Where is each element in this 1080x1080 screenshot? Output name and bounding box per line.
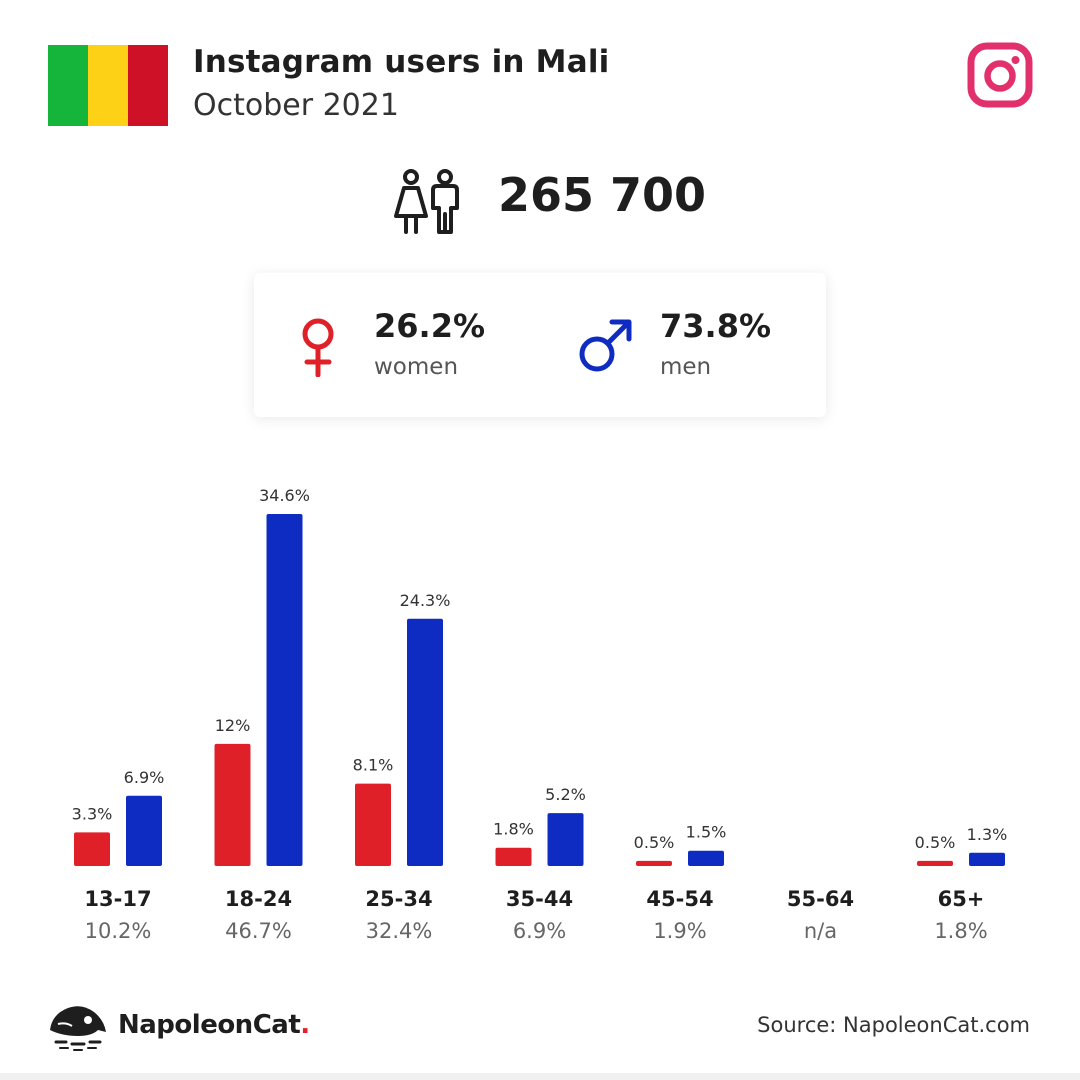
female-icon [302, 318, 334, 377]
bar-label-25-34-series-0: 8.1% [353, 756, 394, 775]
bar-35-44-series-1 [547, 813, 584, 866]
category-label-18-24: 18-24 [225, 887, 292, 911]
source-text: Source: NapoleonCat.com [757, 1013, 1030, 1037]
flag-stripe-red [128, 45, 168, 126]
women-label: women [374, 354, 459, 380]
bar-45-54-series-1 [688, 850, 724, 866]
bar-label-45-54-series-0: 0.5% [634, 833, 675, 852]
category-label-45-54: 45-54 [646, 887, 713, 911]
napoleoncat-logo [50, 1006, 106, 1051]
brand-name-text: NapoleonCat [118, 1010, 301, 1040]
category-total-25-34: 32.4% [366, 919, 433, 943]
category-total-55-64: n/a [804, 919, 837, 943]
bar-13-17-series-1 [126, 795, 162, 866]
bar-label-13-17-series-0: 3.3% [72, 804, 113, 823]
country-flag [48, 45, 168, 126]
brand-dot: . [300, 1010, 310, 1040]
category-label-35-44: 35-44 [506, 887, 573, 911]
category-label-55-64: 55-64 [787, 887, 854, 911]
bar-18-24-series-0 [214, 743, 251, 866]
men-percentage: 73.8% [660, 307, 772, 345]
male-icon [579, 319, 632, 372]
bar-label-35-44-series-0: 1.8% [493, 820, 534, 839]
category-total-35-44: 6.9% [513, 919, 566, 943]
flag-stripe-yellow [88, 45, 128, 126]
bar-25-34-series-0 [355, 783, 391, 866]
category-label-65+: 65+ [938, 887, 985, 911]
flag-stripe-green [48, 45, 88, 126]
bar-65+-series-0 [917, 860, 953, 866]
men-label: men [660, 354, 712, 380]
bar-label-25-34-series-1: 24.3% [400, 591, 451, 610]
bar-label-45-54-series-1: 1.5% [686, 823, 727, 842]
bar-18-24-series-1 [266, 514, 303, 866]
bar-label-65+-series-0: 0.5% [915, 833, 956, 852]
brand-name: NapoleonCat. [118, 1010, 310, 1040]
category-total-18-24: 46.7% [225, 919, 292, 943]
bar-65+-series-1 [969, 852, 1005, 866]
category-total-45-54: 1.9% [653, 919, 706, 943]
category-total-13-17: 10.2% [85, 919, 152, 943]
bottom-bar [0, 1073, 1080, 1080]
bar-13-17-series-0 [74, 832, 110, 866]
bar-25-34-series-1 [407, 618, 443, 866]
gender-card: 26.2% women 73.8% men [254, 273, 826, 417]
bar-35-44-series-0 [495, 847, 532, 866]
users-icon [394, 169, 459, 234]
bar-45-54-series-0 [636, 860, 672, 866]
total-users: 265 700 [498, 168, 707, 222]
category-total-65+: 1.8% [934, 919, 987, 943]
page-title: Instagram users in Mali [193, 44, 610, 80]
category-label-13-17: 13-17 [84, 887, 151, 911]
category-label-25-34: 25-34 [365, 887, 432, 911]
bar-label-18-24-series-0: 12% [215, 716, 251, 735]
bar-label-13-17-series-1: 6.9% [124, 768, 165, 787]
women-percentage: 26.2% [374, 307, 486, 345]
bar-label-35-44-series-1: 5.2% [545, 785, 586, 804]
bar-label-18-24-series-1: 34.6% [259, 486, 310, 505]
age-distribution-chart: 3.3% 6.9% 13-17 10.2% 12% 34.6% 18-24 46.7% 8.1%… [72, 486, 1008, 943]
instagram-icon [967, 42, 1033, 108]
page-subtitle: October 2021 [193, 88, 399, 123]
bar-label-65+-series-1: 1.3% [967, 825, 1008, 844]
